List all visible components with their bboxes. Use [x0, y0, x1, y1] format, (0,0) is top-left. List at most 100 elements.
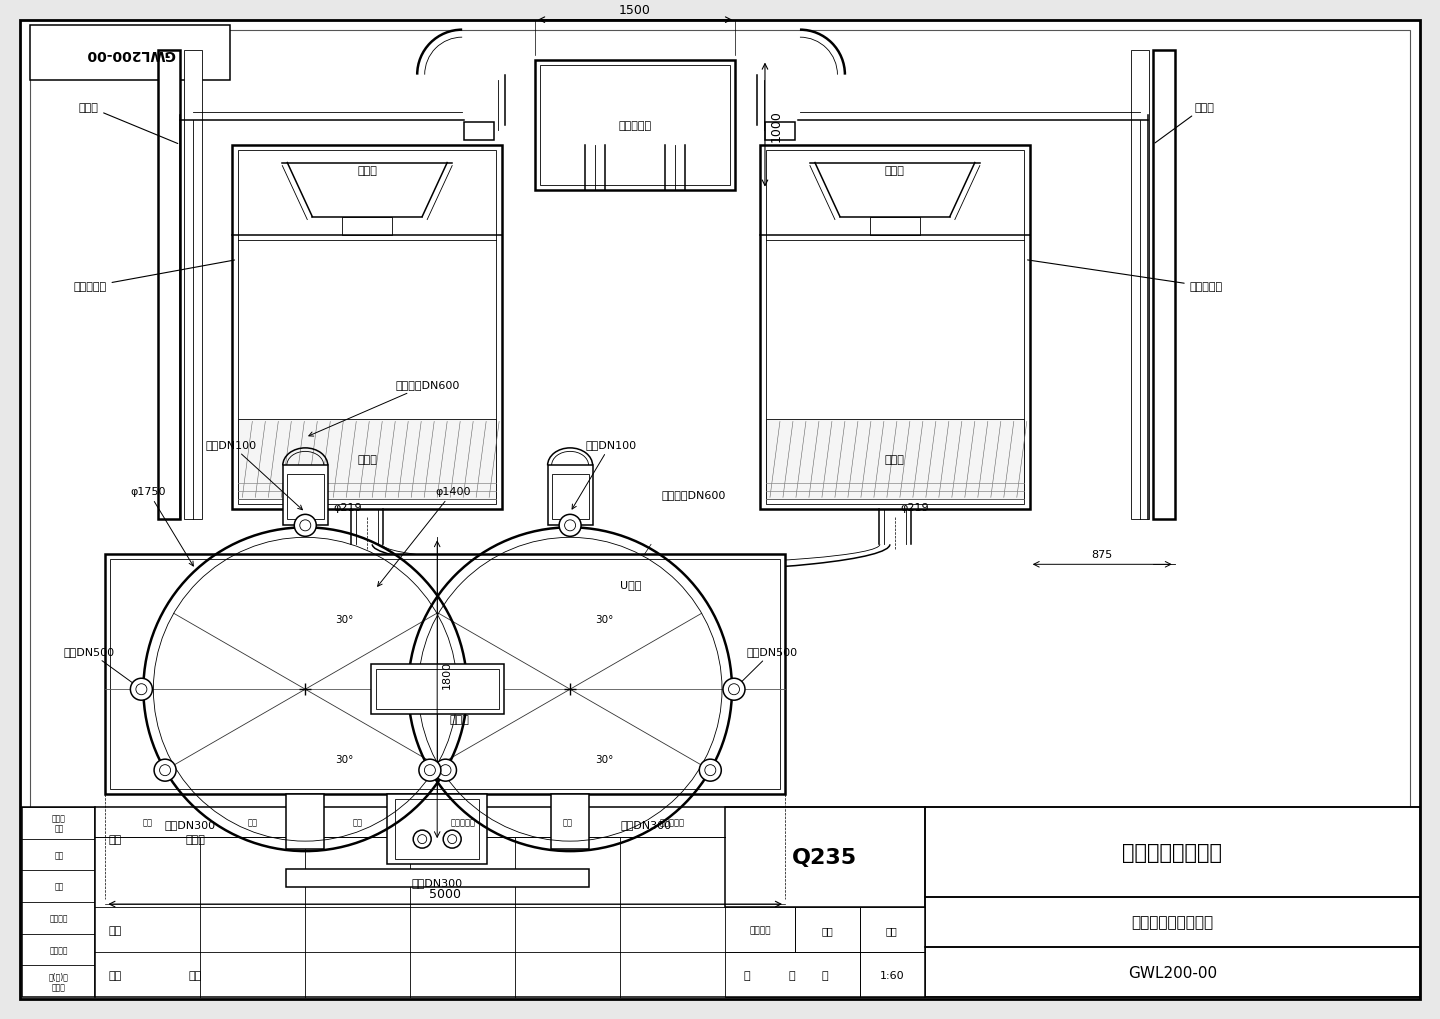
Circle shape	[135, 684, 147, 695]
Text: 强制给水管: 强制给水管	[73, 261, 235, 292]
Text: 30°: 30°	[595, 754, 613, 764]
Text: 更改文件号: 更改文件号	[451, 818, 475, 826]
Text: 分区: 分区	[353, 818, 363, 826]
Bar	[724, 952, 860, 997]
Text: 30°: 30°	[336, 754, 354, 764]
Text: 共: 共	[743, 970, 750, 980]
Circle shape	[131, 679, 153, 700]
Text: 阶段标记: 阶段标记	[749, 925, 770, 934]
Text: 审核: 审核	[109, 925, 122, 935]
Bar	[765, 122, 795, 141]
Bar	[158, 51, 180, 520]
Text: 张: 张	[789, 970, 795, 980]
Text: 滤层区: 滤层区	[886, 454, 904, 465]
Bar	[376, 669, 500, 709]
Circle shape	[425, 765, 435, 775]
Bar	[724, 807, 924, 907]
Text: 设计: 设计	[109, 835, 122, 845]
Bar	[372, 664, 504, 714]
Circle shape	[160, 765, 170, 775]
Bar	[536, 60, 734, 191]
Text: 进水DN300: 进水DN300	[412, 877, 462, 888]
Bar	[95, 807, 1420, 997]
Bar	[184, 51, 203, 520]
Bar	[287, 869, 589, 888]
Circle shape	[419, 759, 441, 782]
Bar	[1152, 51, 1175, 520]
Text: 人孔DN500: 人孔DN500	[63, 647, 138, 687]
Bar	[924, 947, 1420, 997]
Bar	[387, 795, 487, 864]
Text: 30°: 30°	[595, 614, 613, 625]
Text: 进水分配槽: 进水分配槽	[619, 120, 652, 130]
Text: 签名: 签名	[563, 818, 573, 826]
Bar	[552, 795, 589, 849]
Bar	[549, 466, 593, 526]
Text: φ219: φ219	[900, 502, 929, 513]
Circle shape	[704, 765, 716, 775]
Text: 1000: 1000	[770, 110, 783, 142]
Text: 人孔DN500: 人孔DN500	[737, 647, 798, 687]
Text: 出水DN300: 出水DN300	[621, 819, 671, 829]
Bar	[239, 420, 497, 500]
Bar	[870, 217, 920, 235]
Circle shape	[294, 515, 317, 537]
Text: 标记: 标记	[143, 818, 153, 826]
Text: GWL200-00: GWL200-00	[1128, 965, 1217, 979]
Circle shape	[729, 684, 740, 695]
Bar	[288, 475, 324, 520]
Circle shape	[723, 679, 744, 700]
Circle shape	[444, 830, 461, 848]
Text: U形管: U形管	[621, 580, 642, 590]
Text: 虹吸管: 虹吸管	[1155, 103, 1214, 144]
Circle shape	[559, 515, 582, 537]
Text: 日期: 日期	[55, 850, 63, 859]
Bar	[239, 151, 497, 504]
Bar	[343, 217, 392, 235]
Bar	[552, 475, 589, 520]
Text: 破坏斗: 破坏斗	[886, 165, 904, 175]
Text: 量字: 量字	[55, 881, 63, 891]
Text: 无阀虑塔管口方位图: 无阀虑塔管口方位图	[1132, 915, 1214, 929]
Text: GWL200-00: GWL200-00	[85, 47, 176, 60]
Text: Q235: Q235	[792, 847, 857, 867]
Text: 30°: 30°	[336, 614, 354, 625]
Bar	[23, 807, 95, 997]
Bar	[30, 25, 230, 81]
Text: 出水DN300: 出水DN300	[164, 819, 216, 829]
Text: 年、月、日: 年、月、日	[660, 818, 685, 826]
Text: 标准化: 标准化	[186, 835, 206, 845]
Text: φ219: φ219	[334, 502, 363, 513]
Text: 批准: 批准	[189, 970, 202, 980]
Bar	[111, 559, 780, 790]
Bar	[795, 907, 860, 952]
Bar	[724, 907, 795, 952]
Text: 破坏斗: 破坏斗	[357, 165, 377, 175]
Circle shape	[435, 759, 456, 782]
Text: 环保机械有限公司: 环保机械有限公司	[1122, 843, 1223, 862]
Bar	[766, 420, 1024, 500]
Bar	[232, 146, 503, 509]
Text: 虹吸管: 虹吸管	[78, 103, 177, 145]
Circle shape	[300, 521, 311, 531]
Text: 第: 第	[822, 970, 828, 980]
Bar	[464, 122, 494, 141]
Text: 制图品号: 制图品号	[50, 945, 68, 954]
Circle shape	[564, 521, 576, 531]
Bar	[105, 554, 785, 795]
Text: φ1400: φ1400	[377, 487, 471, 587]
Text: 滤层区: 滤层区	[357, 454, 377, 465]
Text: 重量: 重量	[821, 925, 832, 935]
Circle shape	[441, 765, 451, 775]
Bar	[540, 65, 730, 185]
Bar	[760, 146, 1030, 509]
Bar	[860, 907, 924, 952]
Text: 底图品号: 底图品号	[50, 913, 68, 922]
Text: 比例: 比例	[886, 925, 897, 935]
Bar	[284, 466, 328, 526]
Bar	[1130, 51, 1149, 520]
Text: 1500: 1500	[619, 4, 651, 16]
Bar	[287, 795, 324, 849]
Text: 反洗排水DN600: 反洗排水DN600	[308, 380, 459, 437]
Text: 放空DN100: 放空DN100	[206, 440, 302, 511]
